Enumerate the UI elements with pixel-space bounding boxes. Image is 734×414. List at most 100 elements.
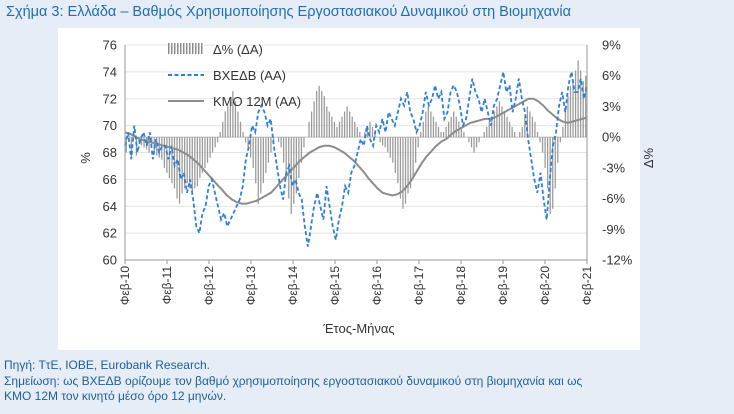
bar-delta [293,137,295,204]
bar-delta [415,137,417,163]
series-line-kmo [124,97,588,205]
bar-delta [239,121,242,138]
bar-delta [407,137,409,194]
bar-delta [201,137,204,173]
bar-delta [430,111,432,138]
bar-delta [194,137,196,189]
bar-delta [475,137,478,148]
bar-delta [427,106,429,138]
bar-delta [524,116,526,138]
bar-delta [582,80,584,138]
bar-delta [267,137,270,163]
bar-delta [547,137,549,189]
bar-delta [265,137,267,173]
bar-delta [442,132,445,138]
y-left-tick-label: 70 [103,118,117,133]
bar-delta [382,137,384,146]
bar-delta [387,137,389,153]
y-right-tick-label: 0% [602,130,621,145]
bar-delta [569,85,572,138]
bar-delta [229,101,231,138]
bar-delta [333,121,336,138]
bar-delta [531,116,534,138]
bar-delta [562,126,564,138]
y-right-tick-label: 6% [602,68,621,83]
bar-delta [125,137,127,153]
bar-delta [204,137,206,168]
bar-delta [404,137,407,204]
bar-delta [450,116,452,138]
x-tick-label: Φεβ-14 [286,266,300,305]
bar-delta [371,126,374,138]
bar-delta [356,126,358,138]
bar-delta [280,137,282,148]
bar-delta [498,101,501,138]
bar-delta [189,137,191,189]
bar-delta [470,137,473,148]
bar-delta [440,132,442,138]
legend-item-bvxedb: ΒΧΕΔΒ (ΑΑ) [168,68,286,83]
bar-delta [567,96,569,138]
y-left-tick-label: 66 [103,172,117,187]
y-axis-right-label: Δ% [641,147,656,168]
bar-delta [260,137,262,194]
bar-delta [501,106,503,138]
bar-delta [425,111,427,138]
bar-delta [514,132,516,138]
bar-delta [521,126,523,138]
bar-delta [369,121,371,138]
bar-delta [163,137,165,168]
bar-delta [237,111,239,138]
chart-panel [58,28,640,350]
bar-delta [303,137,305,148]
y-right-tick-label: -3% [602,160,626,175]
bar-delta [397,137,399,184]
bar-delta [409,137,412,189]
bar-delta [412,137,414,179]
bar-delta [506,116,508,138]
bar-delta [242,132,244,138]
bar-delta [130,137,132,158]
bar-delta [206,137,209,163]
bar-delta [536,132,539,138]
series-line-bvxedb [124,71,588,247]
x-tick-label: Φεβ-12 [202,266,216,305]
x-tick-label: Φεβ-18 [454,266,468,305]
bar-delta [321,91,323,138]
bar-delta [557,137,559,163]
bar-delta [572,80,574,138]
y-right-tick-label: -6% [602,191,626,206]
bar-delta [308,121,310,138]
y-right-tick-label: -12% [602,253,633,268]
y-right-tick-label: 9% [602,38,621,53]
bar-delta [135,137,138,156]
bar-delta [463,132,465,138]
bar-delta [585,75,587,138]
bar-delta [300,137,303,163]
bar-delta [541,137,544,153]
bar-delta [338,121,341,138]
bar-delta [580,70,582,138]
bar-delta [270,137,272,153]
bar-delta [488,121,490,138]
bar-delta [366,126,369,138]
bar-delta [211,137,214,153]
bar-delta [544,137,546,168]
x-tick-label: Φεβ-10 [118,266,132,305]
bar-delta [343,111,346,138]
bar-delta [153,137,155,153]
y-left-tick-label: 60 [103,253,117,268]
y-right-tick-label: 3% [602,99,621,114]
y-axis-right: 9% 6% 3% 0% -3% -6% -9% -12% [586,38,633,268]
bar-delta [574,70,577,138]
bar-delta [453,111,455,138]
bar-delta [252,137,254,168]
bar-delta [209,137,211,158]
bar-delta [227,106,229,138]
bar-delta [262,137,264,184]
bar-delta [577,60,579,138]
bar-delta [217,137,219,143]
bar-delta [351,116,353,138]
y-left-tick-label: 64 [103,199,117,214]
bar-delta [313,101,315,138]
